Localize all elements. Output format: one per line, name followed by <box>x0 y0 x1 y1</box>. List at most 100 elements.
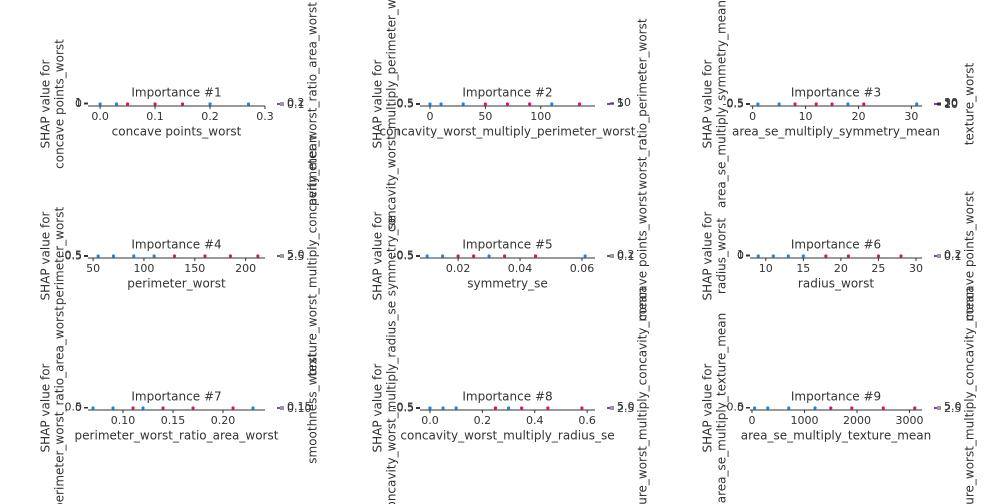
point <box>251 406 255 410</box>
point <box>228 254 233 258</box>
point <box>787 406 791 410</box>
point <box>483 102 487 106</box>
point <box>520 406 524 410</box>
x-tick-label: 10 <box>799 110 813 123</box>
y-axis-label: SHAP value for <box>701 59 715 148</box>
subplot-title: Importance #1 <box>131 86 221 100</box>
colorbar-label: texture_worst_multiply_concavity_mean <box>306 136 320 377</box>
subplot-title: Importance #8 <box>462 390 552 404</box>
colorbar-label: concave points_worst <box>636 191 650 321</box>
subplot-title: Importance #4 <box>131 238 221 252</box>
colorbar-tick-label: 5.0 <box>944 400 962 413</box>
y-axis-label: SHAP value for <box>371 59 385 148</box>
point <box>528 102 532 106</box>
colorbar-tick-label: 2.5 <box>617 402 635 415</box>
colorbar-tick-label: 0.2 <box>287 96 305 109</box>
x-tick-label: 0.10 <box>111 414 136 427</box>
subplot-title: Importance #3 <box>791 86 881 100</box>
point <box>801 254 805 258</box>
x-tick-label: 10 <box>759 262 773 275</box>
colorbar <box>607 407 610 409</box>
point <box>580 406 584 410</box>
y-axis-label: SHAP value for <box>371 363 385 452</box>
point <box>753 406 757 410</box>
point <box>439 102 443 106</box>
x-tick-label: 0.02 <box>446 262 471 275</box>
x-tick-label: 0.15 <box>161 414 186 427</box>
point <box>813 406 817 410</box>
point <box>487 254 491 258</box>
y-axis-label: concavity_worst_multiply_radius_se <box>385 301 399 504</box>
point <box>96 254 100 258</box>
y-tick-label: 0.5 <box>65 401 83 414</box>
y-axis-label: symmetry_se <box>385 216 399 297</box>
point <box>428 406 432 410</box>
subplot-title: Importance #6 <box>791 238 881 252</box>
point <box>461 102 465 106</box>
colorbar-label: worst_ratio_perimeter_worst <box>636 18 650 189</box>
x-axis-label: concavity_worst_multiply_perimeter_worst <box>380 125 636 139</box>
point <box>141 406 145 410</box>
y-tick-label: 1 <box>737 248 744 261</box>
point <box>829 406 833 410</box>
subplot-title: Importance #9 <box>791 390 881 404</box>
colorbar-label: smoothness_worst <box>306 352 320 464</box>
point <box>583 254 587 258</box>
point <box>132 254 136 258</box>
x-axis-label: perimeter_worst_ratio_area_worst <box>75 429 279 443</box>
point <box>862 102 866 106</box>
point <box>208 102 212 106</box>
point <box>441 254 445 258</box>
x-tick-label: 0.04 <box>508 262 533 275</box>
point <box>899 254 903 258</box>
x-axis-label: radius_worst <box>798 277 874 291</box>
colorbar <box>277 103 280 105</box>
x-axis-label: area_se_multiply_texture_mean <box>741 429 932 443</box>
colorbar-tick-label: 5 <box>617 97 624 110</box>
y-axis-label: SHAP value for <box>39 211 53 300</box>
colorbar-tick-label: 2.5 <box>287 250 305 263</box>
point <box>111 254 116 258</box>
x-axis-label: symmetry_se <box>467 277 548 291</box>
y-tick-label: -0.5 <box>723 98 744 111</box>
colorbar <box>934 103 937 105</box>
colorbar-tick-label: 30 <box>944 96 958 109</box>
colorbar-label: texture_worst <box>963 63 977 146</box>
subplot-title: Importance #5 <box>462 238 552 252</box>
y-tick-label: -0.5 <box>393 250 414 263</box>
x-tick-label: 0 <box>749 110 756 123</box>
x-tick-label: 100 <box>530 110 551 123</box>
point <box>493 406 498 410</box>
x-tick-label: 0.6 <box>578 414 596 427</box>
x-axis-label: concavity_worst_multiply_radius_se <box>400 429 614 443</box>
point <box>913 406 917 410</box>
colorbar-tick-label: 0.10 <box>287 402 312 415</box>
x-tick-label: 2000 <box>843 414 871 427</box>
y-tick-label: -0.5 <box>393 98 414 111</box>
colorbar <box>934 255 937 257</box>
y-tick-label: 0.5 <box>397 249 415 262</box>
colorbar <box>607 255 610 257</box>
x-tick-label: 0.1 <box>146 110 164 123</box>
point <box>850 406 854 410</box>
y-axis-label: SHAP value for <box>371 211 385 300</box>
point <box>771 254 775 258</box>
colorbar <box>934 407 937 409</box>
point <box>246 102 251 106</box>
y-tick-label: 0.5 <box>65 249 83 262</box>
y-tick-label: 0.5 <box>397 97 415 110</box>
point <box>153 102 157 106</box>
point <box>881 406 885 410</box>
point <box>125 102 130 106</box>
y-tick-label: 0 <box>737 249 744 262</box>
point <box>786 254 790 258</box>
point <box>114 102 119 106</box>
x-tick-label: 30 <box>909 262 923 275</box>
y-tick-label: -0.5 <box>393 402 414 415</box>
point <box>505 102 510 106</box>
colorbar-tick-label: 10 <box>944 98 958 111</box>
y-axis-label: perimeter_worst <box>53 207 67 306</box>
x-tick-label: 0.4 <box>526 414 544 427</box>
x-tick-label: 0.2 <box>474 414 492 427</box>
point <box>533 254 538 258</box>
